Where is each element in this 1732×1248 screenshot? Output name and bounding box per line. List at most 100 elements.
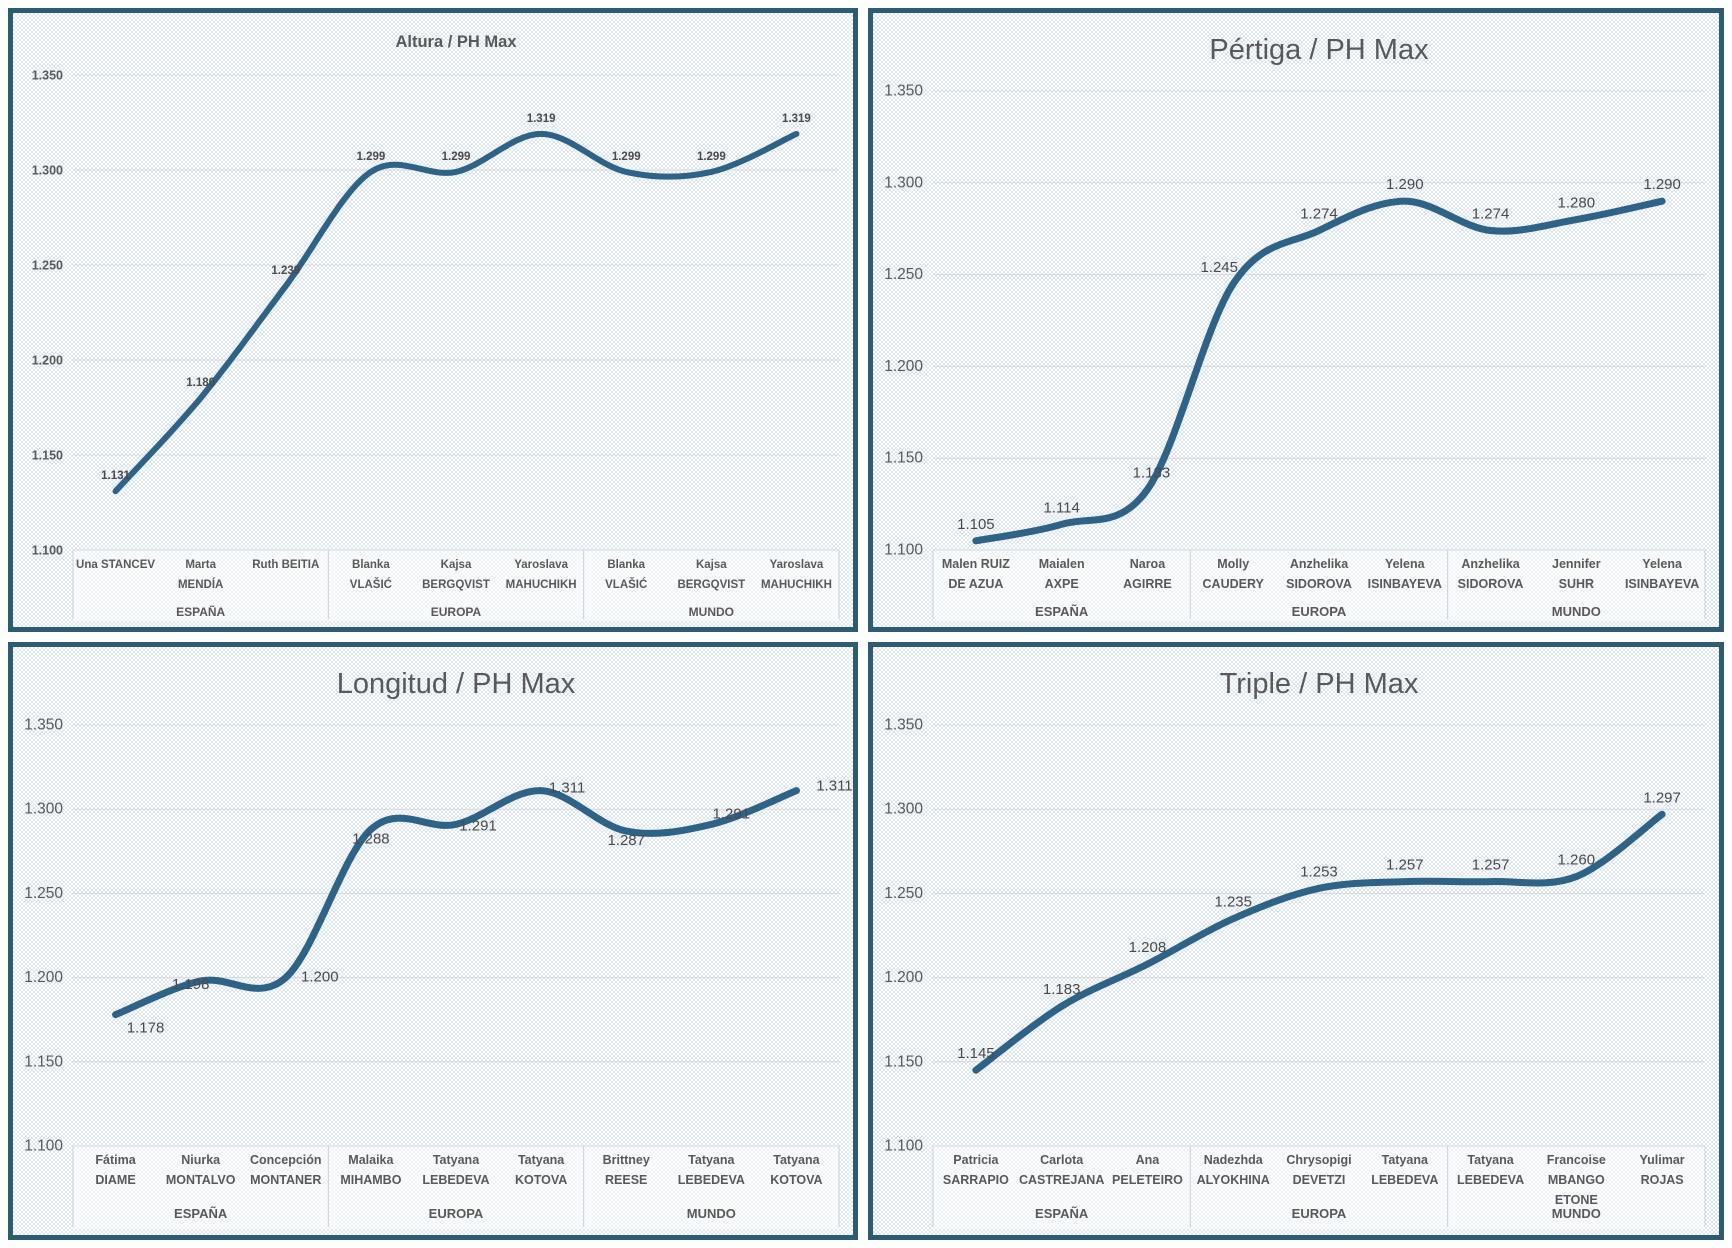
category-label: LEBEDEVA bbox=[678, 1173, 745, 1187]
category-band bbox=[933, 550, 1705, 621]
data-label: 1.253 bbox=[1300, 863, 1338, 880]
data-label: 1.299 bbox=[356, 151, 385, 163]
y-tick-label: 1.150 bbox=[884, 450, 923, 467]
category-label: DEVETZI bbox=[1293, 1173, 1346, 1187]
group-label: ESPAÑA bbox=[1035, 1206, 1089, 1221]
category-label: PELETEIRO bbox=[1112, 1173, 1183, 1187]
y-tick-label: 1.100 bbox=[24, 1138, 63, 1155]
category-label: Maialen bbox=[1039, 557, 1085, 571]
y-tick-label: 1.200 bbox=[884, 358, 923, 375]
chart-altura: Altura / PH Max 1.350 1.300 1.250 1.200 1.150… bbox=[32, 33, 840, 621]
data-label: 1.198 bbox=[172, 976, 210, 993]
category-label: Yulimar bbox=[1640, 1153, 1685, 1167]
chart-panel-triple: Triple / PH Max 1.350 1.300 1.250 1.200 1.150… bbox=[868, 642, 1724, 1240]
category-label: Yelena bbox=[1642, 557, 1683, 571]
group-label: EUROPA bbox=[431, 605, 482, 619]
category-label: MONTALVO bbox=[166, 1173, 236, 1187]
category-label: DE AZUA bbox=[948, 577, 1003, 591]
category-label: Tatyana bbox=[1467, 1153, 1514, 1167]
series-line bbox=[112, 130, 800, 495]
chart-panel-longitud: Longitud / PH Max 1.350 1.300 1.250 1.200 1.1… bbox=[8, 642, 858, 1240]
category-label: DIAME bbox=[95, 1173, 135, 1187]
data-label: 1.133 bbox=[1133, 464, 1171, 481]
category-label: Anzhelika bbox=[1290, 557, 1349, 571]
category-label: ISINBAYEVA bbox=[1368, 577, 1442, 591]
data-label: 1.311 bbox=[816, 778, 852, 795]
data-label: 1.257 bbox=[1386, 857, 1424, 874]
category-label: Marta bbox=[185, 559, 216, 571]
data-label: 1.235 bbox=[1214, 894, 1252, 911]
series-line bbox=[972, 810, 1666, 1074]
category-label: Carlota bbox=[1040, 1153, 1084, 1167]
category-label: ETONE bbox=[1555, 1193, 1598, 1207]
category-label: Naroa bbox=[1130, 557, 1166, 571]
category-label: REESE bbox=[605, 1173, 647, 1187]
category-label: Tatyana bbox=[518, 1153, 565, 1167]
category-label: Patricia bbox=[953, 1153, 999, 1167]
y-tick-label: 1.100 bbox=[884, 542, 923, 559]
y-tick-label: 1.350 bbox=[24, 717, 63, 734]
data-label: 1.257 bbox=[1472, 857, 1510, 874]
data-label: 1.245 bbox=[1200, 259, 1238, 276]
data-label: 1.291 bbox=[713, 805, 751, 822]
category-label: BERGQVIST bbox=[677, 579, 745, 591]
category-label: ROJAS bbox=[1641, 1173, 1684, 1187]
category-label: AGIRRE bbox=[1123, 577, 1172, 591]
category-label: MBANGO bbox=[1548, 1173, 1605, 1187]
chart-triple: Triple / PH Max 1.350 1.300 1.250 1.200 1.150… bbox=[884, 668, 1706, 1229]
data-label: 1.290 bbox=[1643, 176, 1681, 193]
data-label: 1.291 bbox=[459, 817, 497, 834]
group-label: EUROPA bbox=[1292, 604, 1347, 619]
category-band bbox=[73, 550, 839, 621]
data-label: 1.311 bbox=[549, 780, 585, 797]
y-tick-label: 1.150 bbox=[24, 1053, 63, 1070]
data-label: 1.145 bbox=[957, 1045, 995, 1062]
category-label: Tatyana bbox=[1382, 1153, 1429, 1167]
chart-longitud: Longitud / PH Max 1.350 1.300 1.250 1.200 1.1… bbox=[24, 668, 853, 1229]
y-tick-label: 1.350 bbox=[884, 83, 923, 100]
y-tick-label: 1.250 bbox=[32, 259, 63, 273]
category-label: SUHR bbox=[1559, 577, 1594, 591]
group-label: MUNDO bbox=[689, 605, 734, 619]
chart-panel-pertiga: Pértiga / PH Max 1.350 1.300 1.250 1.200 1.15… bbox=[868, 8, 1724, 632]
category-label: BERGQVIST bbox=[422, 579, 490, 591]
category-band bbox=[73, 1146, 839, 1229]
category-label: MAHUCHIKH bbox=[761, 579, 832, 591]
category-label: Malaika bbox=[348, 1153, 394, 1167]
category-label: Ana bbox=[1136, 1153, 1161, 1167]
category-label: Kajsa bbox=[441, 559, 472, 571]
category-label: Nadezhda bbox=[1204, 1153, 1264, 1167]
data-label: 1.208 bbox=[1129, 939, 1167, 956]
y-tick-label: 1.150 bbox=[32, 449, 63, 463]
y-tick-label: 1.100 bbox=[884, 1138, 923, 1155]
y-tick-label: 1.200 bbox=[32, 354, 63, 368]
y-tick-label: 1.250 bbox=[884, 266, 923, 283]
group-label: ESPAÑA bbox=[174, 1206, 228, 1221]
chart-pertiga: Pértiga / PH Max 1.350 1.300 1.250 1.200 1.15… bbox=[884, 34, 1706, 621]
data-label: 1.287 bbox=[607, 832, 645, 849]
y-tick-label: 1.100 bbox=[32, 544, 63, 558]
category-label: AXPE bbox=[1045, 577, 1079, 591]
category-label: Niurka bbox=[181, 1153, 221, 1167]
category-band bbox=[933, 1146, 1705, 1229]
y-tick-label: 1.150 bbox=[884, 1053, 923, 1070]
group-label: ESPAÑA bbox=[176, 604, 225, 619]
data-label: 1.299 bbox=[442, 151, 471, 163]
category-label: Blanka bbox=[352, 559, 390, 571]
data-label: 1.178 bbox=[127, 1020, 165, 1037]
data-label: 1.180 bbox=[186, 377, 215, 389]
y-tick-label: 1.200 bbox=[884, 969, 923, 986]
chart-panel-altura: Altura / PH Max 1.350 1.300 1.250 1.200 1.150… bbox=[8, 8, 858, 632]
category-label: Tatyana bbox=[688, 1153, 735, 1167]
group-label: MUNDO bbox=[1552, 604, 1601, 619]
category-label: VLAŠIĆ bbox=[350, 578, 392, 591]
category-label: Tatyana bbox=[433, 1153, 480, 1167]
category-label: VLAŠIĆ bbox=[605, 578, 647, 591]
data-label: 1.288 bbox=[352, 830, 390, 847]
category-label: CAUDERY bbox=[1203, 577, 1265, 591]
data-label: 1.297 bbox=[1643, 789, 1681, 806]
group-label: EUROPA bbox=[429, 1206, 484, 1221]
group-label: ESPAÑA bbox=[1035, 604, 1089, 619]
category-label: Fátima bbox=[95, 1153, 136, 1167]
y-tick-label: 1.300 bbox=[24, 801, 63, 818]
